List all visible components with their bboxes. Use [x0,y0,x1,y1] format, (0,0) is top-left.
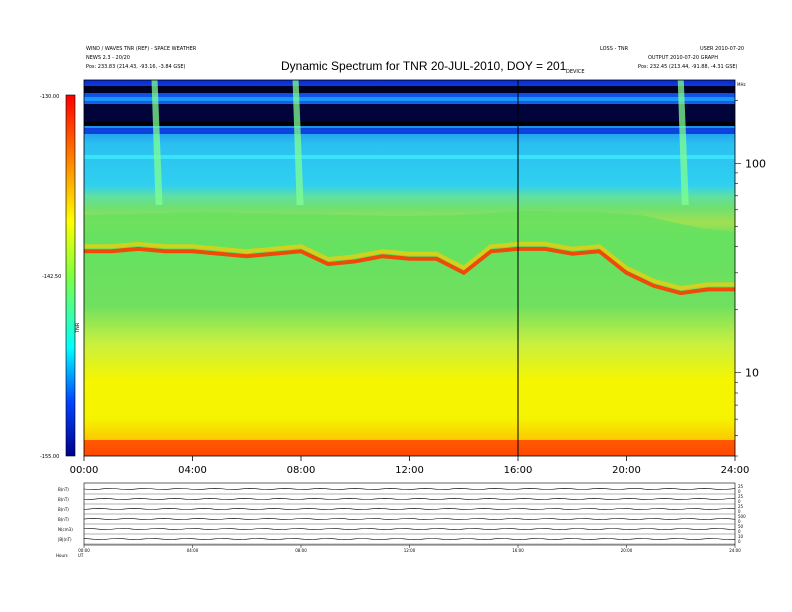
lower-row-label: B(nT) [58,507,69,512]
lower-row-trace [83,538,736,540]
lower-row-right-label: 0 [738,499,741,504]
lower-x-axis: 00:00 04:00 08:00 12:00 16:00 20:00 24:00 [78,545,741,553]
lower-row-right-label: 0 [738,539,741,544]
x-axis: 00:00 04:00 08:00 12:00 16:00 20:00 24:00 [70,456,750,476]
header-pos-right-prefix: Pos: [638,64,649,70]
header-pos-right: Pos: 232.45 (213.44, -91.88, -4.31 GSE) [638,64,737,70]
dark-band-3 [84,122,735,126]
lower-row-right-label: 0 [738,519,741,524]
x-tick-label: 24:00 [721,465,750,476]
x-tick-label: 08:00 [287,465,316,476]
header-line2-left: NEWS 2.3 - 20/20 [86,55,130,61]
lower-x-tick-label: 00:00 [78,548,90,553]
lower-row-trace [83,518,736,520]
x-tick-label: 12:00 [395,465,424,476]
blue-band [84,128,735,134]
chart-title: Dynamic Spectrum for TNR 20-JUL-2010, DO… [281,59,567,73]
spectrogram [84,80,735,456]
x-tick-label: 16:00 [504,465,533,476]
lower-x-tick-label: 04:00 [187,548,199,553]
lower-x-tick-label: 16:00 [512,548,524,553]
header-line2-right: OUTPUT 2010-07-20 GRAPH [648,55,718,61]
type3-burst [677,80,689,205]
x-tick-label: 04:00 [178,465,207,476]
header-line1-left: WIND / WAVES TNR (REF) - SPACE WEATHER [86,46,197,52]
type3-bursts [151,80,689,205]
y-axis: 100 10 [735,99,766,457]
y-tick-label: 10 [745,367,759,380]
lower-row-right-label: 0 [738,529,741,534]
header-pos-right-value: 232.45 (213.44, -91.88, -4.31 GSE) [649,64,738,70]
lower-row-label: B(nT) [58,497,69,502]
lower-row-trace [83,488,736,490]
lower-x-tick-label: 12:00 [404,548,416,553]
lower-row-label: N(cm3) [58,527,73,532]
lower-row-label: B(nT) [58,517,69,522]
lower-row-right-label: 0 [738,489,741,494]
header-sub-label: DEVICE [566,69,585,75]
header-line1-right-a: LOSS - TNR [600,46,629,52]
type3-burst [151,80,163,205]
light-band-1 [84,97,735,101]
x-tick-label: 20:00 [612,465,641,476]
lower-row-right-label: 500 [738,514,746,519]
lower-row-right-label: 50 [738,524,744,529]
lower-row-right-label: 25 [738,484,744,489]
dark-band-2 [84,104,735,122]
lower-row-trace [83,508,736,510]
lower-panel: B(nT)250B(nT)250B(nT)250B(nT)5000N(cm3)5… [58,482,746,553]
lower-row-trace [83,528,736,530]
header-pos-left-value: 233.83 (214.43, -93.16, -3.84 GSE) [97,64,186,70]
lower-footer-small: UT [78,553,84,558]
header-line1-right-b: USER 2010-07-20 [700,46,745,52]
bottom-red-zone [84,440,735,456]
lower-x-tick-label: 20:00 [621,548,633,553]
lower-x-tick-label: 08:00 [295,548,307,553]
low-yellow-zone [84,380,735,440]
yellow-band [84,241,735,291]
lower-footer-left: Hours [56,553,68,558]
red-band [84,246,735,296]
header-pos-left-prefix: Pos: [86,64,97,70]
x-tick-label: 00:00 [70,465,99,476]
lower-row-label: B(nT) [58,487,69,492]
colorbar-label: TNR [75,322,81,334]
y-top-label: MHz [737,82,746,87]
cyan-line [84,155,735,159]
lower-row-trace [83,498,736,500]
colorbar [65,94,76,457]
header-pos-left: Pos: 233.83 (214.43, -93.16, -3.84 GSE) [86,64,185,70]
lower-row-label: |B|(nT) [58,537,72,542]
lower-row-right-label: 25 [738,504,744,509]
y-tick-label: 100 [745,157,766,170]
type3-burst [292,80,304,205]
lower-row-right-label: 25 [738,494,744,499]
colorbar-tick-mid: -142.50 [42,274,61,280]
lower-row-right-label: 10 [738,534,744,539]
colorbar-tick-top: -130.00 [40,94,59,100]
lower-x-tick-label: 24:00 [729,548,741,553]
colorbar-tick-bottom: -155.00 [40,454,59,460]
dark-band-1 [84,86,735,93]
lower-row-right-label: 0 [738,509,741,514]
